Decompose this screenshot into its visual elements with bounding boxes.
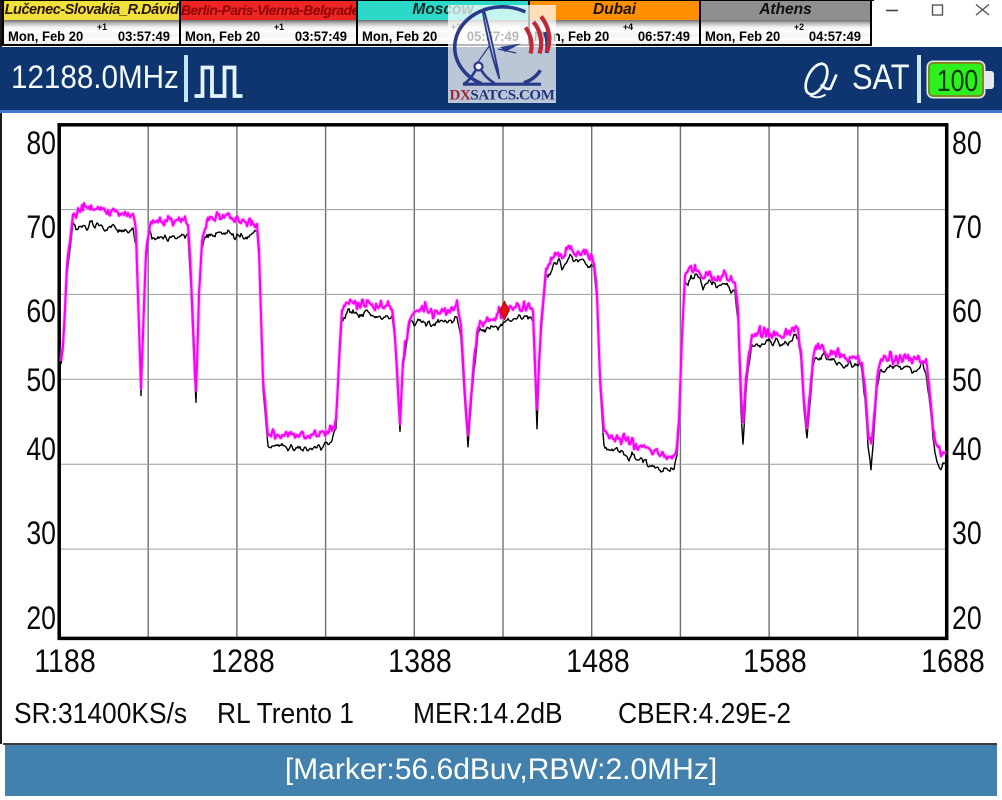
svg-text:DXSATCS.COM: DXSATCS.COM — [450, 88, 555, 104]
